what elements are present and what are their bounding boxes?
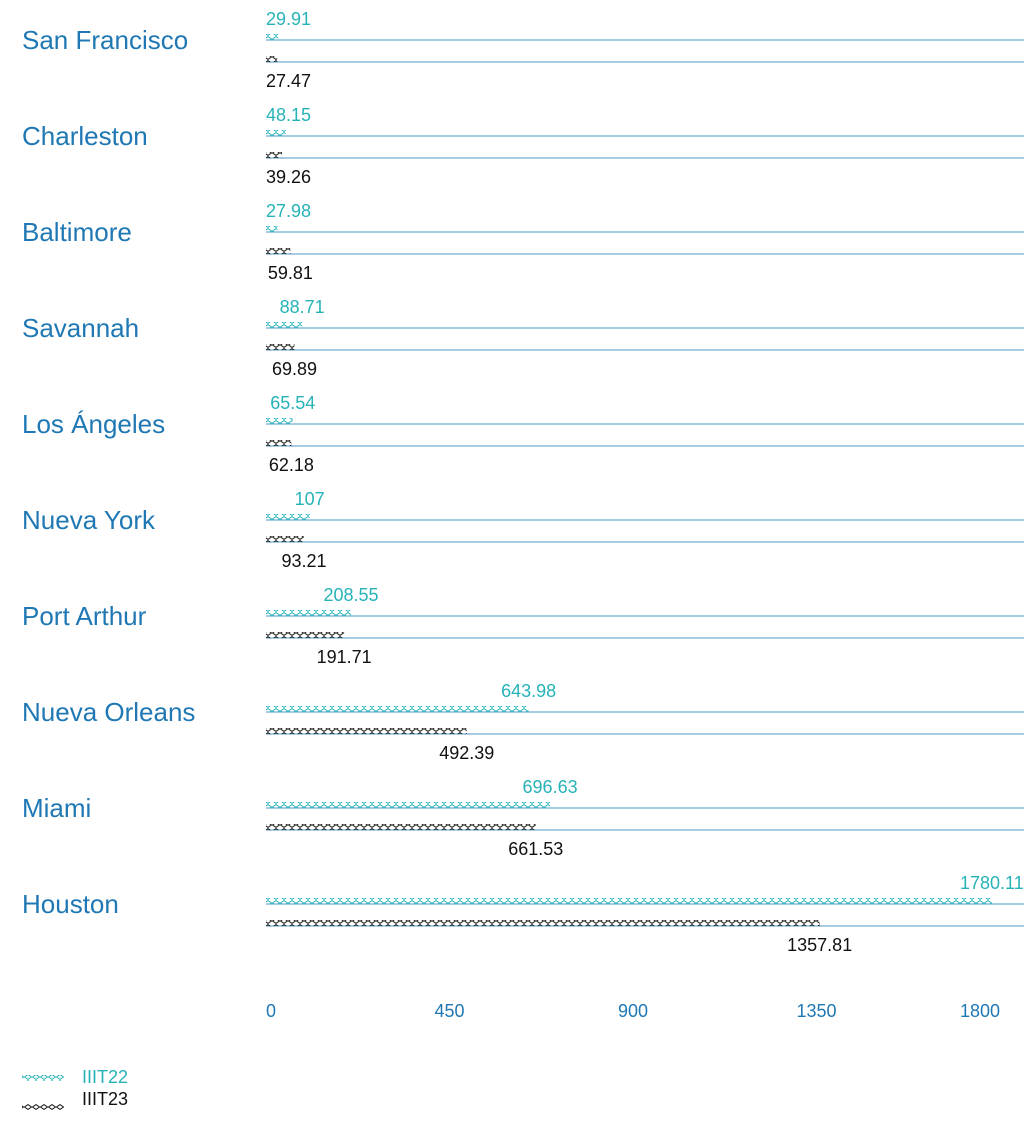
category-label: Houston <box>22 889 119 919</box>
category-label: Miami <box>22 793 91 823</box>
value-label: 661.53 <box>508 839 563 859</box>
x-tick-label: 1800 <box>960 1001 1000 1021</box>
x-tick-label: 450 <box>434 1001 464 1021</box>
value-label: 107 <box>295 489 325 509</box>
bar <box>266 34 279 40</box>
legend-swatch <box>22 1075 64 1081</box>
bar <box>266 514 310 520</box>
value-label: 492.39 <box>439 743 494 763</box>
value-label: 1780.11 <box>960 873 1024 893</box>
legend-label: IIIT23 <box>82 1089 128 1109</box>
bar <box>266 632 345 638</box>
bar <box>266 728 467 734</box>
bar <box>266 248 291 254</box>
value-label: 27.47 <box>266 71 311 91</box>
category-label: Baltimore <box>22 217 132 247</box>
category-label: Charleston <box>22 121 148 151</box>
bar <box>266 610 352 616</box>
bar <box>266 344 295 350</box>
category-label: Los Ángeles <box>22 409 165 439</box>
bar <box>266 226 278 232</box>
bar <box>266 824 536 830</box>
x-tick-label: 900 <box>618 1001 648 1021</box>
value-label: 48.15 <box>266 105 311 125</box>
bar <box>266 440 292 446</box>
value-label: 1357.81 <box>787 935 852 955</box>
category-label: Nueva York <box>22 505 156 535</box>
value-label: 62.18 <box>269 455 314 475</box>
value-label: 69.89 <box>272 359 317 379</box>
legend-label: IIIT22 <box>82 1067 128 1087</box>
value-label: 191.71 <box>317 647 372 667</box>
category-label: Port Arthur <box>22 601 147 631</box>
category-label: San Francisco <box>22 25 188 55</box>
x-tick-label: 0 <box>266 1001 276 1021</box>
bar <box>266 802 551 808</box>
value-label: 696.63 <box>523 777 578 797</box>
value-label: 59.81 <box>268 263 313 283</box>
bar <box>266 322 303 328</box>
value-label: 208.55 <box>324 585 379 605</box>
legend-swatch <box>22 1104 64 1110</box>
bar <box>266 418 293 424</box>
value-label: 65.54 <box>270 393 315 413</box>
bar <box>266 536 305 542</box>
value-label: 39.26 <box>266 167 311 187</box>
bar <box>266 130 286 136</box>
bar <box>266 898 992 904</box>
value-label: 93.21 <box>281 551 326 571</box>
bar <box>266 920 820 926</box>
value-label: 27.98 <box>266 201 311 221</box>
bar <box>266 706 529 712</box>
value-label: 29.91 <box>266 9 311 29</box>
value-label: 643.98 <box>501 681 556 701</box>
bar <box>266 152 283 158</box>
bar <box>266 56 278 62</box>
category-label: Savannah <box>22 313 139 343</box>
value-label: 88.71 <box>280 297 325 317</box>
category-label: Nueva Orleans <box>22 697 195 727</box>
x-tick-label: 1350 <box>796 1001 836 1021</box>
